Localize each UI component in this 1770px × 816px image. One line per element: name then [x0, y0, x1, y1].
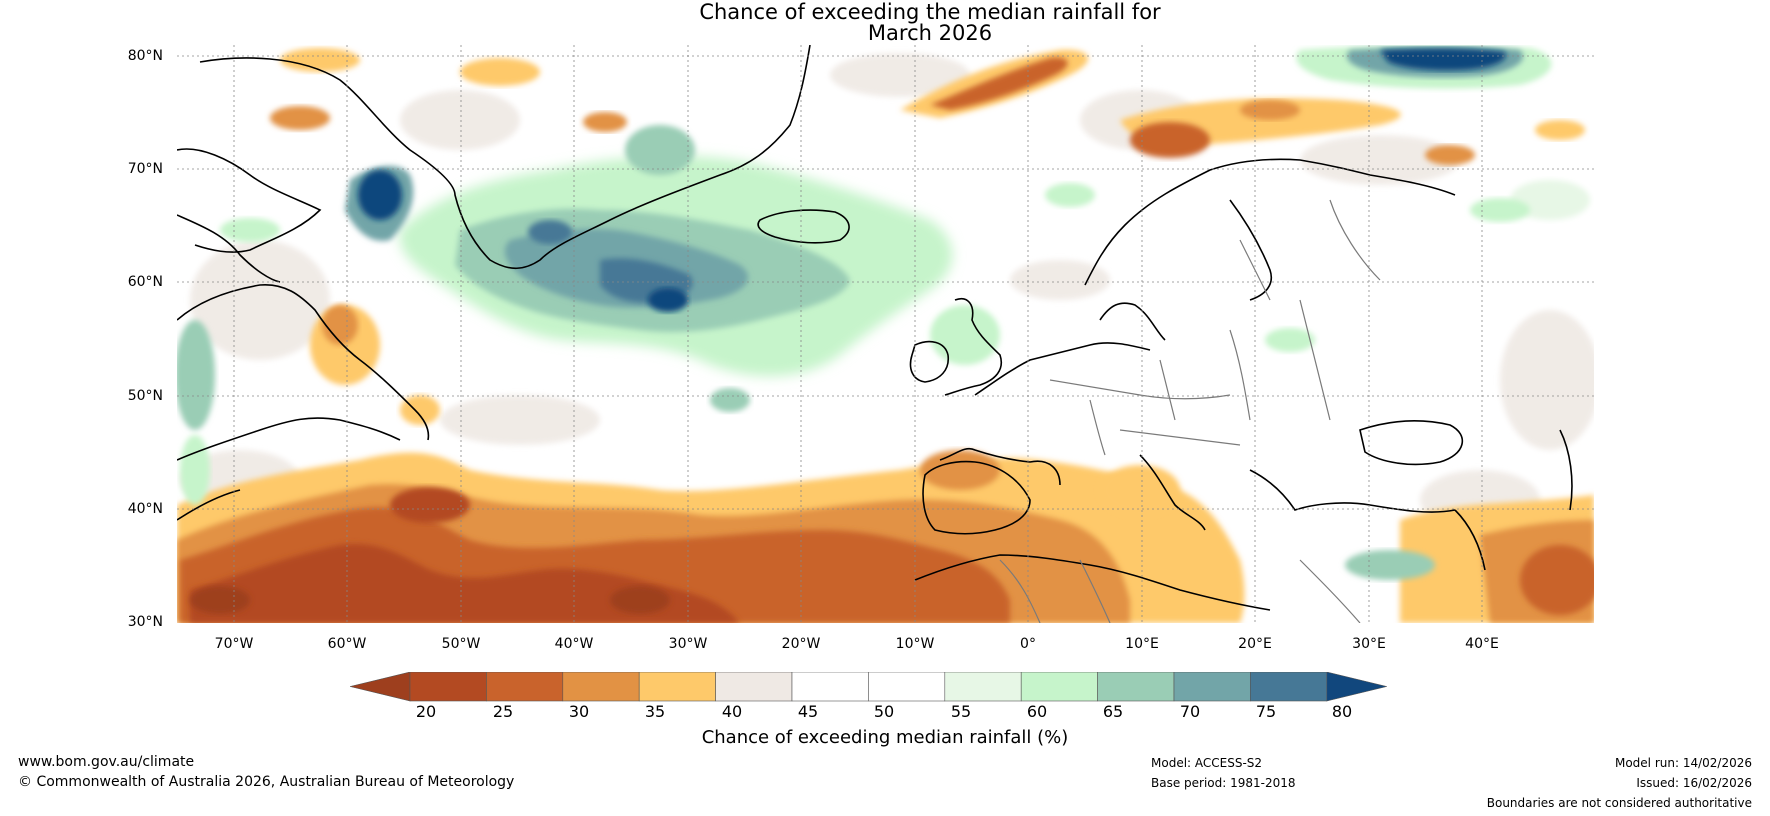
wet-anomaly-atlantic [177, 45, 1590, 580]
footer-disclaimer: Boundaries are not considered authoritat… [1486, 796, 1752, 810]
coastlines [177, 45, 1573, 611]
lon-label-30e: 30°E [1352, 636, 1386, 652]
colorbar-tick: 55 [950, 702, 972, 721]
lon-label-30w: 30°W [668, 636, 708, 652]
neutral-patches [180, 53, 1594, 530]
lat-label-40n: 40°N [127, 501, 163, 517]
footer-model: Model: ACCESS-S2 [1151, 756, 1263, 770]
lat-label-30n: 30°N [127, 614, 163, 630]
colorbar-segment [715, 672, 793, 702]
colorbar-extend-high [1326, 672, 1387, 702]
lon-label-10w: 10°W [895, 636, 935, 652]
colorbar-segment [791, 672, 869, 702]
colorbar-tick: 35 [644, 702, 666, 721]
lon-label-70w: 70°W [214, 636, 254, 652]
colorbar-tick: 65 [1102, 702, 1124, 721]
colorbar-tick: 50 [873, 702, 895, 721]
map-title-line1: Chance of exceeding the median rainfall … [699, 0, 1161, 24]
colorbar-segment [1173, 672, 1251, 702]
footer-model-run: Model run: 14/02/2026 [1614, 756, 1752, 770]
lon-label-40w: 40°W [554, 636, 594, 652]
colorbar-tick: 25 [492, 702, 514, 721]
colorbar-tick: 30 [568, 702, 590, 721]
lon-label-20w: 20°W [781, 636, 821, 652]
lat-label-70n: 70°N [127, 161, 163, 177]
lon-label-10e: 10°E [1125, 636, 1159, 652]
colorbar-tick: 20 [415, 702, 437, 721]
colorbar-tick: 70 [1179, 702, 1201, 721]
colorbar-tick: 75 [1255, 702, 1277, 721]
footer-base-period: Base period: 1981-2018 [1151, 776, 1296, 790]
colorbar-segment [638, 672, 716, 702]
dry-anomaly-south [177, 450, 1594, 623]
gridlines [177, 45, 1594, 623]
lon-label-60w: 60°W [327, 636, 367, 652]
footer-website: www.bom.gov.au/climate [18, 754, 195, 770]
colorbar [350, 672, 1387, 702]
colorbar-segment [944, 672, 1022, 702]
colorbar-segment [1020, 672, 1098, 702]
footer-issued: Issued: 16/02/2026 [1636, 776, 1752, 790]
footer-copyright: © Commonwealth of Australia 2026, Austra… [18, 774, 515, 790]
colorbar-segment [562, 672, 640, 702]
lon-label-40e: 40°E [1465, 636, 1499, 652]
country-borders [999, 199, 1381, 623]
colorbar-label: Chance of exceeding median rainfall (%) [701, 727, 1069, 748]
map-field [177, 45, 1594, 623]
lon-label-0: 0° [1020, 636, 1036, 652]
colorbar-segment [409, 672, 487, 702]
colorbar-extend-low [350, 672, 411, 702]
colorbar-segment [486, 672, 564, 702]
colorbar-tick: 80 [1331, 702, 1353, 721]
lat-label-80n: 80°N [127, 48, 163, 64]
colorbar-tick: 40 [721, 702, 743, 721]
colorbar-segment [868, 672, 946, 702]
lat-label-60n: 60°N [127, 274, 163, 290]
lon-label-20e: 20°E [1238, 636, 1272, 652]
colorbar-segment [1250, 672, 1328, 702]
colorbar-segment [1097, 672, 1175, 702]
colorbar-tick: 60 [1026, 702, 1048, 721]
colorbar-tick: 45 [797, 702, 819, 721]
map-title-line2: March 2026 [867, 21, 993, 45]
lon-label-50w: 50°W [441, 636, 481, 652]
lat-label-50n: 50°N [127, 388, 163, 404]
dry-anomaly-north [270, 48, 1585, 425]
